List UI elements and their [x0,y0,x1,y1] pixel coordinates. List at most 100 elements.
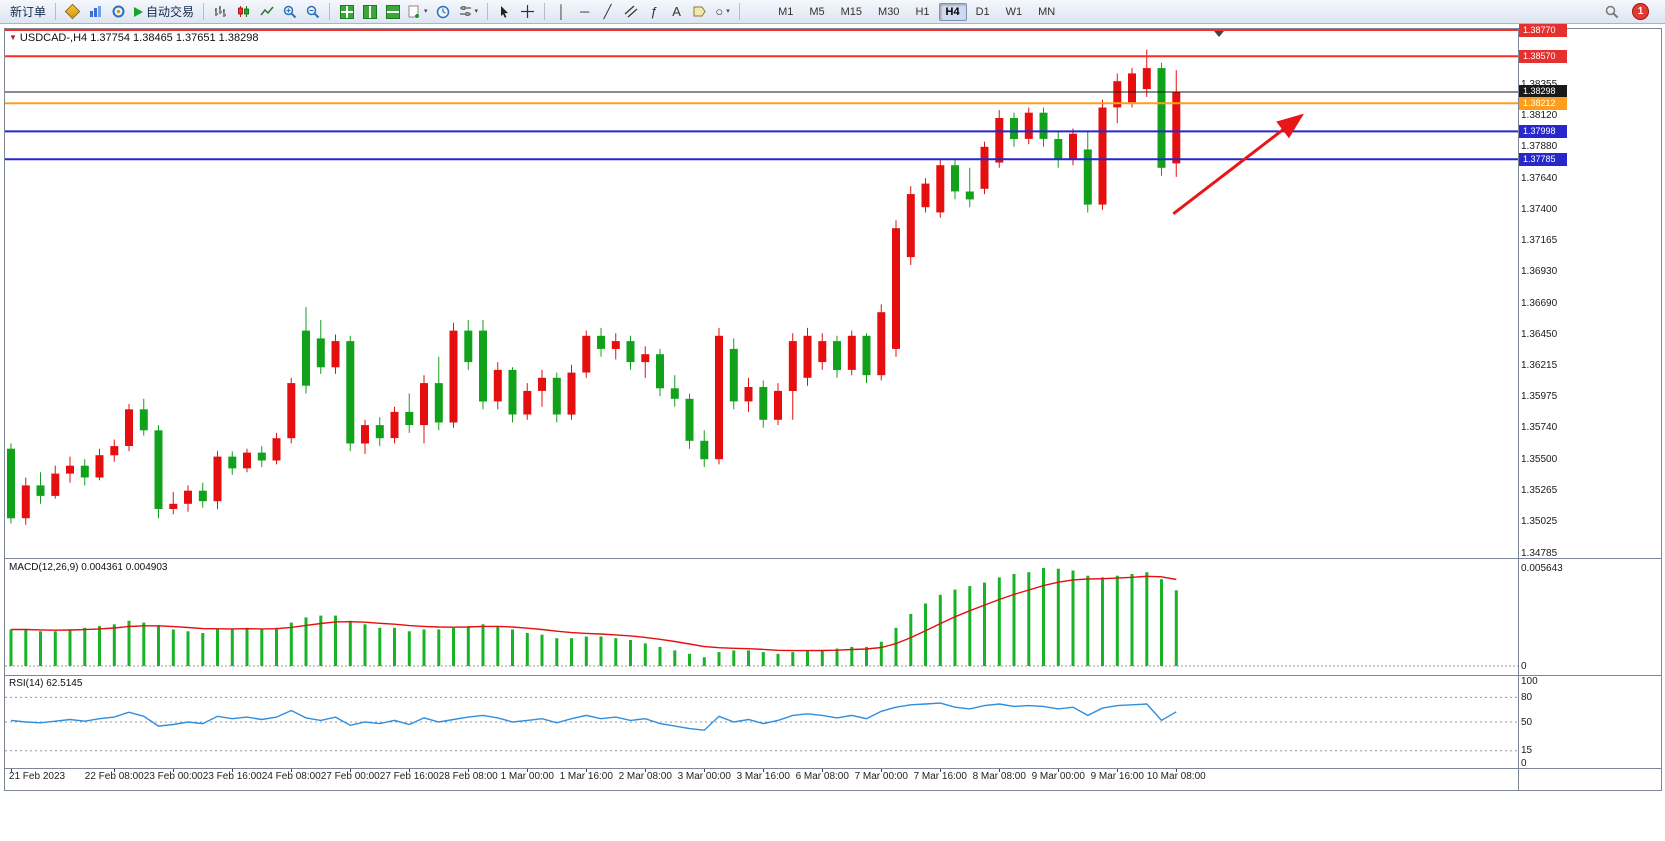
macd-histogram-bar [894,627,898,666]
macd-histogram-bar [112,624,116,666]
macd-histogram-bar [791,652,795,666]
tile-horizontal-button[interactable] [381,1,404,22]
macd-histogram-bar [555,638,559,666]
timeframe-button-m15[interactable]: M15 [834,3,869,21]
timeframe-button-h4[interactable]: H4 [938,2,967,21]
chart-ohlc-values: 1.37754 1.38465 1.37651 1.38298 [90,32,259,44]
cursor-tool-button[interactable] [493,1,516,22]
bar-chart-button[interactable] [209,1,232,22]
macd-label: MACD(12,26,9) 0.004361 0.004903 [9,562,167,573]
notification-badge[interactable]: 1 [1632,3,1649,20]
macd-histogram-bar [1145,572,1149,666]
time-axis-label: 1 Mar 16:00 [559,771,613,782]
timeframe-button-d1[interactable]: D1 [969,3,997,21]
candle-body [1054,139,1063,160]
chart-properties-button[interactable]: ▾ [455,1,483,22]
time-axis-label: 23 Feb 16:00 [202,771,262,782]
candle-body [198,490,207,502]
candle-body [552,377,561,415]
macd-histogram-bar [452,627,455,666]
zoom-in-icon [283,5,296,18]
price-chart-panel[interactable] [5,29,1518,558]
zoom-in-button[interactable] [278,1,301,22]
price-axis-label: 1.34785 [1521,547,1558,559]
candle-body [965,191,974,200]
vertical-line-tool-button[interactable]: │ [550,1,573,22]
shapes-tool-button[interactable]: ○ ▾ [711,1,734,22]
macd-histogram-bar [953,589,957,666]
horizontal-line-tool-button[interactable]: ─ [573,1,596,22]
candle-body [1157,68,1166,168]
tile-vertical-button[interactable] [358,1,381,22]
macd-histogram-bar [776,653,780,666]
macd-histogram-bar [201,633,205,666]
channel-tool-button[interactable] [619,1,642,22]
clock-button[interactable] [432,1,455,22]
new-order-button[interactable]: 新订单 [6,1,50,22]
macd-histogram-bar [1101,577,1104,666]
navigator-button[interactable] [107,1,130,22]
candle-body [139,409,148,431]
timeframe-button-m5[interactable]: M5 [802,3,831,21]
time-axis-label: 27 Feb 16:00 [379,771,439,782]
price-axis-label: 1.37640 [1521,172,1558,184]
time-scale-border [4,768,1662,769]
candle-body [508,369,517,415]
panel-divider[interactable] [4,558,1662,559]
tile-vertical-icon [362,4,377,19]
macd-indicator-panel[interactable] [5,560,1518,674]
play-icon [134,6,144,17]
trendline-tool-button[interactable]: ╱ [596,1,619,22]
crosshair-icon [521,5,535,18]
text-label-icon [693,6,706,17]
candlestick-chart-button[interactable] [232,1,255,22]
auto-trading-button[interactable]: 自动交易 [130,1,198,22]
candle-body [316,338,325,368]
bar-chart-icon [215,6,227,17]
macd-histogram-bar [1042,568,1045,666]
macd-histogram-bar [1056,568,1060,666]
trend-arrow-annotation[interactable] [1172,113,1304,215]
candle-body [818,341,827,363]
text-tool-button[interactable]: A [665,1,688,22]
rsi-name: RSI(14) [9,678,44,689]
rsi-indicator-panel[interactable] [5,676,1518,768]
macd-signal-value: 0.004903 [125,562,168,573]
macd-histogram-bar [142,622,146,666]
price-axis-label: 1.36930 [1521,266,1558,278]
candle-body [493,369,502,402]
macd-histogram-bar [997,577,1001,666]
search-button[interactable] [1600,1,1623,22]
data-window-icon [90,6,102,17]
timeframe-button-h1[interactable]: H1 [908,3,936,21]
macd-histogram-bar [171,629,175,666]
data-window-button[interactable] [84,1,107,22]
macd-histogram-bar [570,638,573,666]
macd-histogram-bar [525,633,529,666]
candle-body [257,452,266,461]
market-watch-icon [64,3,81,20]
timeframe-button-m30[interactable]: M30 [871,3,906,21]
candle-body [1172,92,1181,164]
text-label-tool-button[interactable] [688,1,711,22]
timeframe-button-m1[interactable]: M1 [771,3,800,21]
new-chart-button[interactable]: ▾ [404,1,432,22]
fibonacci-tool-button[interactable]: ƒ [642,1,665,22]
new-order-label: 新订单 [10,5,47,19]
market-watch-button[interactable] [61,1,84,22]
macd-histogram-bar [216,629,219,666]
macd-histogram-bar [304,617,308,666]
timeframe-button-w1[interactable]: W1 [999,3,1030,21]
zoom-out-button[interactable] [301,1,324,22]
macd-histogram-bar [820,650,824,666]
line-chart-button[interactable] [255,1,278,22]
candle-body [243,452,251,469]
panel-divider[interactable] [4,675,1662,676]
macd-histogram-bar [496,626,500,666]
timeframe-button-mn[interactable]: MN [1031,3,1062,21]
crosshair-tool-button[interactable] [516,1,539,22]
time-axis-label: 3 Mar 00:00 [677,771,731,782]
tile-windows-button[interactable] [335,1,358,22]
time-axis-label: 23 Feb 00:00 [143,771,203,782]
price-tag: 1.38770 [1519,23,1567,37]
